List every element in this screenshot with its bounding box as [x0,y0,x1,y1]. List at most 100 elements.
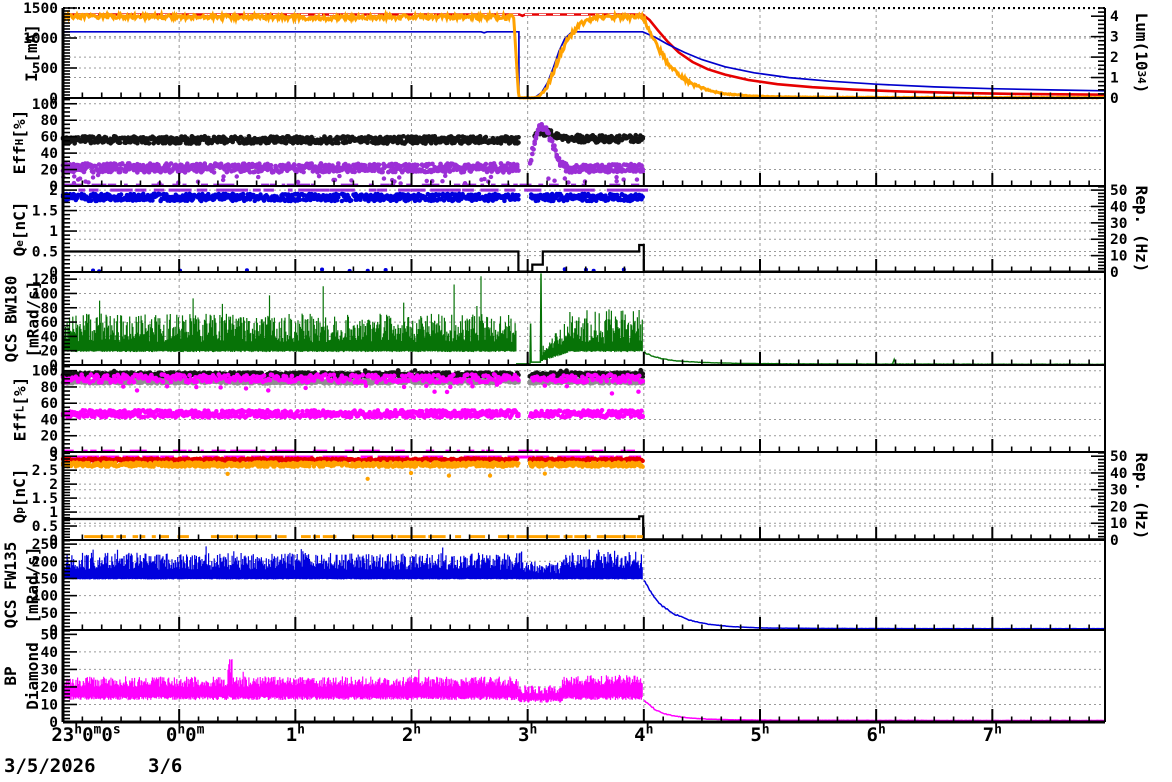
y-tick-label: 250 [32,537,58,553]
y-tick-label: 40 [41,645,58,661]
y-tick-label: 0 [49,358,58,374]
effh-black-dots [60,126,646,146]
y-tick-label: 100 [32,589,58,605]
effl-black-top-sparse [111,367,644,374]
y-tick-label: 2 [49,477,58,493]
y-tick-label: 2.5 [32,463,58,479]
qcs-bw180-axis-title: [mRad/s] [23,279,42,358]
right-tick-label: 40 [1110,199,1127,215]
right-tick-label: 50 [1110,449,1127,465]
y-tick-label: 10 [41,697,58,713]
effh-purple-low-sparse [61,172,640,186]
right-tick-label: 2 [1110,50,1119,66]
x-tick-label: 1h [285,722,305,746]
x-tick-label: 2h [401,722,422,746]
y-tick-label: 0 [49,715,58,731]
y-tick-label: 0.5 [32,519,58,535]
y-tick-label: 20 [41,163,58,179]
right-tick-label: 30 [1110,216,1127,232]
fw135-decay-tail [643,580,1105,630]
x-tick-label: 5h [750,722,770,746]
y-tick-label: 0 [49,179,58,195]
right-tick-label: 10 [1110,516,1127,532]
bw180-green-noise [62,276,643,361]
y-tick-label: 20 [41,429,58,445]
her-current-blue [63,30,1106,99]
panel-frames [61,7,1106,724]
effl-magenta-band [60,408,645,420]
bp-magenta-noise [62,659,643,703]
right-tick-label: 0 [1110,265,1119,281]
bw180-abort-flat [516,273,543,365]
right-tick-label: 40 [1110,466,1127,482]
x-tick-label: 23h0m0s [51,722,121,746]
charge-electron-right-axis-title: Rep. (Hz) [1132,185,1151,273]
y-tick-label: 0.5 [32,245,58,261]
x-tick-label: 3h [518,722,538,746]
right-tick-label: 1 [1110,71,1119,87]
right-tick-label: 10 [1110,249,1127,265]
y-tick-label: 100 [32,97,58,113]
y-tick-label: 50 [41,606,58,622]
qp-orange-dots [60,460,645,469]
y-tick-label: 1000 [23,31,58,47]
y-tick-label: 1 [49,224,58,240]
y-tick-label: 0 [49,623,58,639]
y-tick-label: 0 [49,533,58,549]
bw180-decay-tail [643,351,1105,366]
right-tick-label: 3 [1110,30,1119,46]
y-tick-label: 2 [49,183,58,199]
current-luminosity-axis-title: I [mA] [22,24,41,82]
y-tick-label: 20 [41,680,58,696]
y-tick-label: 50 [41,627,58,643]
right-tick-label: 4 [1110,9,1119,25]
right-tick-label: 30 [1110,483,1127,499]
charge-positron-right-axis-title: Rep. (Hz) [1132,452,1151,540]
right-tick-label: 0 [1110,91,1119,107]
y-tick-label: 100 [32,364,58,380]
x-tick-label: 6h [866,722,886,746]
y-tick-label: 80 [41,113,58,129]
y-tick-label: 200 [32,554,58,570]
injection-efficiency-ler-axis-title: Eff L [%] [10,376,29,441]
y-tick-label: 20 [41,344,58,360]
y-tick-label: 60 [41,396,58,412]
current-luminosity-right-axis-title: Lum(10 34) [1132,12,1151,94]
right-tick-label: 20 [1110,499,1127,515]
y-tick-label: 120 [32,272,58,288]
y-tick-label: 80 [41,301,58,317]
y-tick-label: 40 [41,146,58,162]
axes-layer: 0500100015000123402040608010000.511.5201… [23,1,1127,731]
right-tick-label: 20 [1110,232,1127,248]
y-tick-label: 1.5 [32,491,58,507]
series-layer [60,7,1106,722]
injection-efficiency-her-axis-title: Eff H [%] [10,109,29,175]
fw135-blue-noise [62,546,643,580]
right-tick-label: 50 [1110,183,1127,199]
y-tick-label: 1500 [23,1,58,17]
date-label-start: 3/5/2026 [4,755,96,777]
qp-red-dots [60,456,645,464]
y-tick-label: 40 [41,412,58,428]
qe-blue-dots [60,191,645,204]
effl-magenta-outliers [121,382,641,396]
right-tick-label: 0 [1110,533,1119,549]
qcs-fw135-axis-title: QCS FW135 [1,541,20,629]
y-tick-label: 60 [41,130,58,146]
y-tick-label: 500 [32,61,58,77]
y-tick-label: 0 [49,265,58,281]
date-label-next-day: 3/6 [148,755,183,777]
y-tick-label: 3 [49,449,58,465]
y-tick-label: 40 [41,329,58,345]
y-tick-label: 100 [32,286,58,302]
y-tick-label: 80 [41,380,58,396]
y-tick-label: 0 [49,91,58,107]
y-tick-label: 1 [49,505,58,521]
y-tick-label: 0 [49,445,58,461]
bp-diamond-axis-title: BP [1,666,20,686]
bp-decay-tail [643,700,1105,722]
